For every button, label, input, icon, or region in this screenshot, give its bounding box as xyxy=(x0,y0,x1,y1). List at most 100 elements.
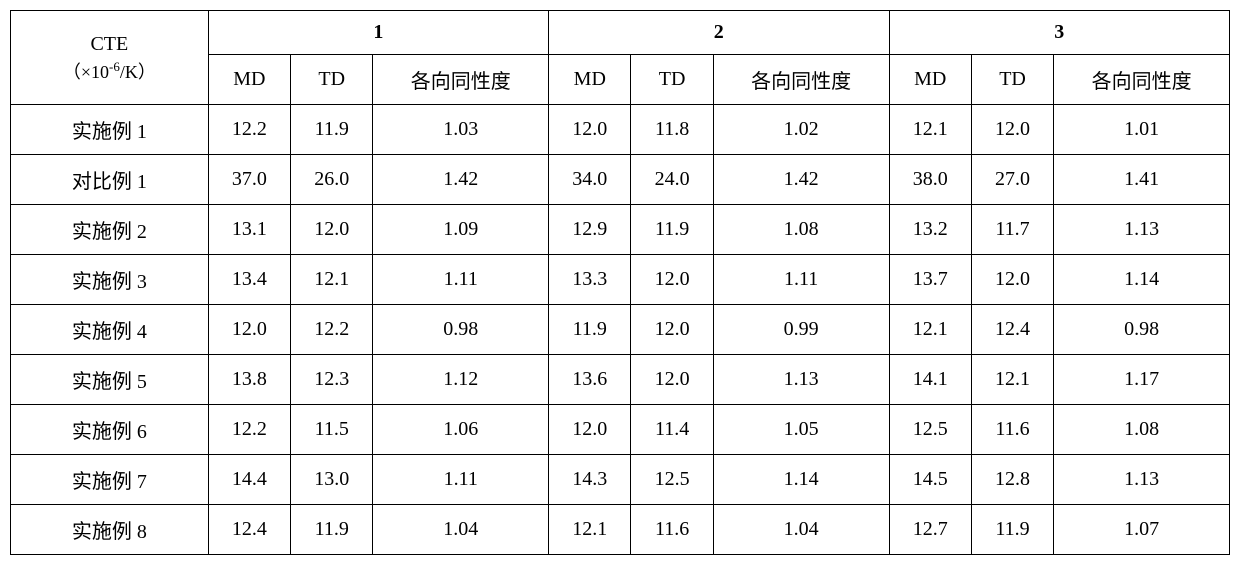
cell-g3-iso: 1.17 xyxy=(1054,355,1230,405)
cell-g1-td: 11.9 xyxy=(291,105,373,155)
cell-g3-td: 12.8 xyxy=(971,455,1053,505)
cell-g2-md: 13.3 xyxy=(549,255,631,305)
header-row-1: CTE （×10-6/K） 1 2 3 xyxy=(11,11,1230,55)
g1-md-header: MD xyxy=(208,55,290,105)
cell-g1-md: 13.1 xyxy=(208,205,290,255)
cell-g1-md: 12.4 xyxy=(208,505,290,555)
cell-g3-iso: 1.07 xyxy=(1054,505,1230,555)
cell-g1-iso: 1.06 xyxy=(373,405,549,455)
cte-header-cell: CTE （×10-6/K） xyxy=(11,11,209,105)
row-label: 实施例 7 xyxy=(11,455,209,505)
cell-g3-iso: 0.98 xyxy=(1054,305,1230,355)
g2-td-header: TD xyxy=(631,55,713,105)
cell-g2-iso: 1.05 xyxy=(713,405,889,455)
cte-label-line2: （×10-6/K） xyxy=(19,58,200,85)
cell-g1-td: 11.5 xyxy=(291,405,373,455)
group-3-header: 3 xyxy=(889,11,1229,55)
cell-g3-td: 12.0 xyxy=(971,105,1053,155)
cell-g3-md: 12.5 xyxy=(889,405,971,455)
row-label: 实施例 1 xyxy=(11,105,209,155)
cell-g3-td: 12.1 xyxy=(971,355,1053,405)
cell-g1-md: 13.4 xyxy=(208,255,290,305)
cell-g1-md: 37.0 xyxy=(208,155,290,205)
cell-g3-td: 12.0 xyxy=(971,255,1053,305)
table-row: 实施例 1 12.2 11.9 1.03 12.0 11.8 1.02 12.1… xyxy=(11,105,1230,155)
cell-g3-md: 13.7 xyxy=(889,255,971,305)
row-label: 实施例 3 xyxy=(11,255,209,305)
cell-g3-md: 13.2 xyxy=(889,205,971,255)
cell-g1-iso: 1.04 xyxy=(373,505,549,555)
cell-g3-td: 11.9 xyxy=(971,505,1053,555)
cell-g2-md: 13.6 xyxy=(549,355,631,405)
cell-g2-md: 12.0 xyxy=(549,405,631,455)
row-label: 实施例 2 xyxy=(11,205,209,255)
cell-g3-iso: 1.14 xyxy=(1054,255,1230,305)
g1-td-header: TD xyxy=(291,55,373,105)
row-label: 实施例 8 xyxy=(11,505,209,555)
cell-g2-iso: 1.42 xyxy=(713,155,889,205)
table-row: 实施例 6 12.2 11.5 1.06 12.0 11.4 1.05 12.5… xyxy=(11,405,1230,455)
table-header: CTE （×10-6/K） 1 2 3 MD TD 各向同性度 MD TD 各向… xyxy=(11,11,1230,105)
row-label: 对比例 1 xyxy=(11,155,209,205)
g3-td-header: TD xyxy=(971,55,1053,105)
cell-g2-td: 12.5 xyxy=(631,455,713,505)
g3-md-header: MD xyxy=(889,55,971,105)
cell-g3-md: 12.7 xyxy=(889,505,971,555)
cell-g1-md: 12.0 xyxy=(208,305,290,355)
cell-g3-iso: 1.08 xyxy=(1054,405,1230,455)
cell-g2-md: 14.3 xyxy=(549,455,631,505)
table-row: 实施例 8 12.4 11.9 1.04 12.1 11.6 1.04 12.7… xyxy=(11,505,1230,555)
cell-g2-md: 11.9 xyxy=(549,305,631,355)
cell-g3-td: 27.0 xyxy=(971,155,1053,205)
group-1-header: 1 xyxy=(208,11,548,55)
cell-g2-md: 12.0 xyxy=(549,105,631,155)
cell-g1-md: 12.2 xyxy=(208,105,290,155)
cell-g2-td: 12.0 xyxy=(631,255,713,305)
cell-g1-iso: 0.98 xyxy=(373,305,549,355)
cell-g1-iso: 1.12 xyxy=(373,355,549,405)
cell-g1-md: 12.2 xyxy=(208,405,290,455)
cell-g2-md: 12.1 xyxy=(549,505,631,555)
cell-g2-md: 12.9 xyxy=(549,205,631,255)
cell-g1-td: 12.0 xyxy=(291,205,373,255)
cell-g3-iso: 1.01 xyxy=(1054,105,1230,155)
cell-g2-iso: 1.02 xyxy=(713,105,889,155)
cell-g3-iso: 1.13 xyxy=(1054,205,1230,255)
cell-g3-md: 14.5 xyxy=(889,455,971,505)
table-row: 实施例 3 13.4 12.1 1.11 13.3 12.0 1.11 13.7… xyxy=(11,255,1230,305)
cell-g1-iso: 1.11 xyxy=(373,455,549,505)
row-label: 实施例 6 xyxy=(11,405,209,455)
cell-g3-iso: 1.13 xyxy=(1054,455,1230,505)
cell-g3-md: 38.0 xyxy=(889,155,971,205)
cell-g3-md: 12.1 xyxy=(889,305,971,355)
cell-g1-td: 12.3 xyxy=(291,355,373,405)
table-row: 实施例 5 13.8 12.3 1.12 13.6 12.0 1.13 14.1… xyxy=(11,355,1230,405)
cell-g2-iso: 1.04 xyxy=(713,505,889,555)
cell-g2-iso: 1.11 xyxy=(713,255,889,305)
cell-g2-iso: 1.08 xyxy=(713,205,889,255)
cell-g2-iso: 1.14 xyxy=(713,455,889,505)
cell-g1-td: 13.0 xyxy=(291,455,373,505)
table-row: 实施例 7 14.4 13.0 1.11 14.3 12.5 1.14 14.5… xyxy=(11,455,1230,505)
g1-iso-header: 各向同性度 xyxy=(373,55,549,105)
g2-iso-header: 各向同性度 xyxy=(713,55,889,105)
cell-g3-md: 14.1 xyxy=(889,355,971,405)
group-2-header: 2 xyxy=(549,11,889,55)
cell-g1-iso: 1.11 xyxy=(373,255,549,305)
cte-label-line1: CTE xyxy=(19,30,200,58)
cell-g2-iso: 1.13 xyxy=(713,355,889,405)
cell-g1-td: 11.9 xyxy=(291,505,373,555)
cell-g1-td: 12.2 xyxy=(291,305,373,355)
cell-g3-td: 11.6 xyxy=(971,405,1053,455)
cell-g1-md: 14.4 xyxy=(208,455,290,505)
cell-g2-td: 11.8 xyxy=(631,105,713,155)
table-row: 实施例 2 13.1 12.0 1.09 12.9 11.9 1.08 13.2… xyxy=(11,205,1230,255)
cell-g3-md: 12.1 xyxy=(889,105,971,155)
cell-g1-iso: 1.03 xyxy=(373,105,549,155)
table-row: 对比例 1 37.0 26.0 1.42 34.0 24.0 1.42 38.0… xyxy=(11,155,1230,205)
row-label: 实施例 4 xyxy=(11,305,209,355)
cell-g1-iso: 1.42 xyxy=(373,155,549,205)
cell-g2-iso: 0.99 xyxy=(713,305,889,355)
cell-g3-td: 12.4 xyxy=(971,305,1053,355)
table-row: 实施例 4 12.0 12.2 0.98 11.9 12.0 0.99 12.1… xyxy=(11,305,1230,355)
